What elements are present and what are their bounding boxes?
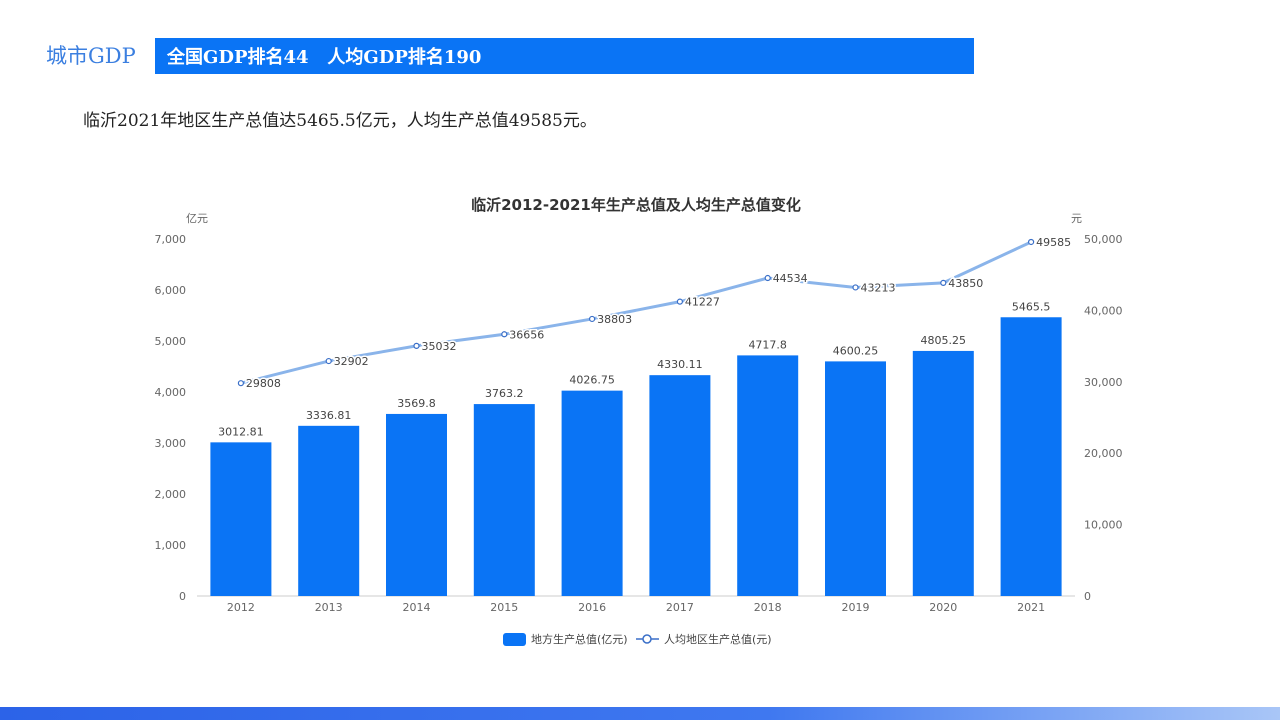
line-point: [852, 284, 859, 291]
line-point: [764, 274, 771, 282]
right-axis-unit: 元: [1071, 212, 1082, 225]
legend-swatch-point: [642, 634, 652, 644]
x-axis-tick: 2018: [754, 601, 782, 614]
chart-title: 临沂2012-2021年生产总值及人均生产总值变化: [471, 196, 801, 214]
line-point: [1027, 238, 1035, 246]
right-axis-tick: 50,000: [1084, 233, 1123, 246]
left-axis-unit: 亿元: [186, 212, 208, 225]
left-axis-tick: 0: [179, 590, 186, 603]
x-axis-tick: 2014: [403, 601, 431, 614]
legend-swatch-bar: [503, 633, 526, 646]
right-axis-tick: 30,000: [1084, 376, 1123, 389]
left-axis-tick: 6,000: [155, 284, 187, 297]
bar-value-label: 4600.25: [833, 344, 879, 357]
left-axis-tick: 5,000: [155, 335, 187, 348]
bar-value-label: 4330.11: [657, 358, 703, 371]
line-value-label: 49585: [1036, 236, 1071, 249]
left-axis-tick: 7,000: [155, 233, 187, 246]
bar: [1000, 317, 1062, 596]
line-value-label: 44534: [773, 272, 808, 285]
left-axis-tick: 4,000: [155, 386, 187, 399]
bar: [473, 404, 535, 596]
bar-value-label: 3763.2: [485, 387, 524, 400]
left-axis-tick: 1,000: [155, 539, 187, 552]
bar-value-label: 4717.8: [748, 338, 787, 351]
line-value-label: 41227: [685, 296, 720, 309]
line-point: [237, 380, 244, 387]
bar-value-label: 3569.8: [397, 397, 436, 410]
line-value-label: 29808: [246, 377, 281, 390]
x-axis-tick: 2019: [842, 601, 870, 614]
right-axis-tick: 20,000: [1084, 447, 1123, 460]
line-series: [240, 240, 1032, 385]
line-point: [588, 315, 596, 323]
right-axis-tick: 10,000: [1084, 519, 1123, 532]
bar: [649, 375, 711, 596]
x-axis-tick: 2021: [1017, 601, 1045, 614]
bar: [825, 361, 886, 596]
legend-label-bar: 地方生产总值(亿元): [531, 632, 628, 646]
left-axis-tick: 3,000: [155, 437, 187, 450]
line-point: [501, 331, 508, 338]
bottom-decor-bar: [0, 707, 1280, 720]
line-value-label: 43213: [861, 281, 896, 294]
rank-banner: 全国GDP排名44 人均GDP排名190: [155, 38, 974, 74]
line-point: [413, 342, 420, 349]
bar-value-label: 3012.81: [218, 425, 264, 438]
line-value-label: 38803: [597, 313, 632, 326]
line-value-label: 32902: [334, 355, 369, 368]
line-point: [676, 298, 684, 305]
x-axis-tick: 2020: [929, 601, 957, 614]
line-value-label: 36656: [509, 328, 544, 341]
x-axis-tick: 2017: [666, 601, 694, 614]
x-axis-tick: 2013: [315, 601, 343, 614]
left-axis-tick: 2,000: [155, 488, 187, 501]
right-axis-tick: 0: [1084, 590, 1091, 603]
bar-value-label: 4805.25: [921, 334, 967, 347]
bar: [561, 390, 623, 596]
x-axis-tick: 2016: [578, 601, 606, 614]
x-axis-tick: 2012: [227, 601, 255, 614]
x-axis-tick: 2015: [490, 601, 518, 614]
bar-value-label: 3336.81: [306, 409, 352, 422]
line-value-label: 43850: [948, 277, 983, 290]
line-point: [940, 279, 947, 287]
summary-text: 临沂2021年地区生产总值达5465.5亿元，人均生产总值49585元。: [83, 111, 597, 131]
bar: [912, 350, 974, 596]
line-point: [325, 357, 332, 365]
bar-value-label: 4026.75: [569, 374, 615, 387]
line-value-label: 35032: [422, 340, 457, 353]
legend-label-line: 人均地区生产总值(元): [664, 632, 772, 646]
bar: [298, 425, 360, 596]
bar-value-label: 5465.5: [1012, 300, 1051, 313]
brand-title: 城市GDP: [46, 44, 136, 68]
right-axis-tick: 40,000: [1084, 304, 1123, 317]
bar: [210, 442, 272, 596]
bar: [386, 413, 447, 596]
bar: [737, 355, 799, 596]
